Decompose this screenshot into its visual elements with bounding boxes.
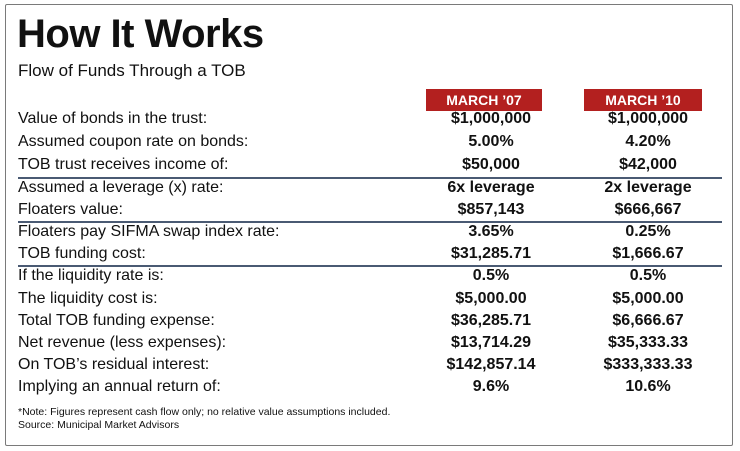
table-row-liquidity-cost: The liquidity cost is: $5,000.00 $5,000.… [18, 288, 718, 310]
page-title: How It Works [17, 12, 264, 56]
value-march-07: $36,285.71 [450, 312, 532, 329]
value-march-10: 10.6% [625, 378, 671, 395]
value-march-07: $857,143 [457, 201, 525, 218]
row-label: Assumed a leverage (x) rate: [18, 179, 224, 196]
row-label: On TOB’s residual interest: [18, 356, 210, 373]
table-row-annual-return: Implying an annual return of: 9.6% 10.6% [18, 376, 718, 398]
value-march-10: $35,333.33 [607, 334, 689, 351]
value-march-07: 3.65% [468, 223, 514, 240]
table-row-leverage-rate: Assumed a leverage (x) rate: 6x leverage… [18, 177, 718, 199]
column-header-march-07: MARCH ’07 [426, 89, 542, 111]
value-march-10: $666,667 [614, 201, 682, 218]
table-row-liquidity-rate: If the liquidity rate is: 0.5% 0.5% [18, 265, 718, 287]
row-label: Implying an annual return of: [18, 378, 221, 395]
row-label: Net revenue (less expenses): [18, 334, 227, 351]
row-label: TOB trust receives income of: [18, 156, 229, 173]
section-divider [18, 265, 722, 267]
row-label: Floaters pay SIFMA swap index rate: [18, 223, 280, 240]
row-label: Floaters value: [18, 201, 123, 218]
row-label: The liquidity cost is: [18, 290, 158, 307]
table-row-funding-expense: Total TOB funding expense: $36,285.71 $6… [18, 310, 718, 332]
table-row-floaters-value: Floaters value: $857,143 $666,667 [18, 199, 718, 221]
row-label: If the liquidity rate is: [18, 267, 164, 284]
value-march-07: 0.5% [472, 267, 510, 284]
source-note: Source: Municipal Market Advisors [18, 419, 180, 431]
value-march-10: $42,000 [619, 156, 677, 173]
section-divider [18, 177, 722, 179]
value-march-07: $50,000 [462, 156, 520, 173]
value-march-10: $6,666.67 [612, 312, 684, 329]
value-march-07: $5,000.00 [455, 290, 527, 307]
footnote: *Note: Figures represent cash flow only;… [18, 406, 391, 418]
value-march-10: $1,666.67 [612, 245, 684, 262]
value-march-07: $31,285.71 [450, 245, 532, 262]
value-march-10: $5,000.00 [612, 290, 684, 307]
value-march-10: 0.5% [629, 267, 667, 284]
table-row-trust-income: TOB trust receives income of: $50,000 $4… [18, 154, 718, 176]
table-row-funding-cost: TOB funding cost: $31,285.71 $1,666.67 [18, 243, 718, 265]
value-march-10: 0.25% [625, 223, 671, 240]
table-row-bond-value: Value of bonds in the trust: $1,000,000 … [18, 108, 718, 130]
row-label: Assumed coupon rate on bonds: [18, 133, 249, 150]
table-row-sifma-rate: Floaters pay SIFMA swap index rate: 3.65… [18, 221, 718, 243]
value-march-07: $142,857.14 [446, 356, 536, 373]
value-march-07: 5.00% [468, 133, 514, 150]
value-march-07: $13,714.29 [450, 334, 532, 351]
table-row-coupon-rate: Assumed coupon rate on bonds: 5.00% 4.20… [18, 131, 718, 153]
page-subtitle: Flow of Funds Through a TOB [18, 61, 246, 80]
table-row-net-revenue: Net revenue (less expenses): $13,714.29 … [18, 332, 718, 354]
infographic-frame [5, 4, 733, 446]
value-march-07: $1,000,000 [450, 110, 532, 127]
value-march-10: $333,333.33 [603, 356, 693, 373]
row-label: Total TOB funding expense: [18, 312, 215, 329]
value-march-07: 9.6% [472, 378, 510, 395]
section-divider [18, 221, 722, 223]
value-march-10: 2x leverage [604, 179, 692, 196]
value-march-10: 4.20% [625, 133, 671, 150]
value-march-10: $1,000,000 [607, 110, 689, 127]
table-row-residual-interest: On TOB’s residual interest: $142,857.14 … [18, 354, 718, 376]
row-label: TOB funding cost: [18, 245, 146, 262]
value-march-07: 6x leverage [447, 179, 535, 196]
row-label: Value of bonds in the trust: [18, 110, 208, 127]
column-header-march-10: MARCH ’10 [584, 89, 702, 111]
